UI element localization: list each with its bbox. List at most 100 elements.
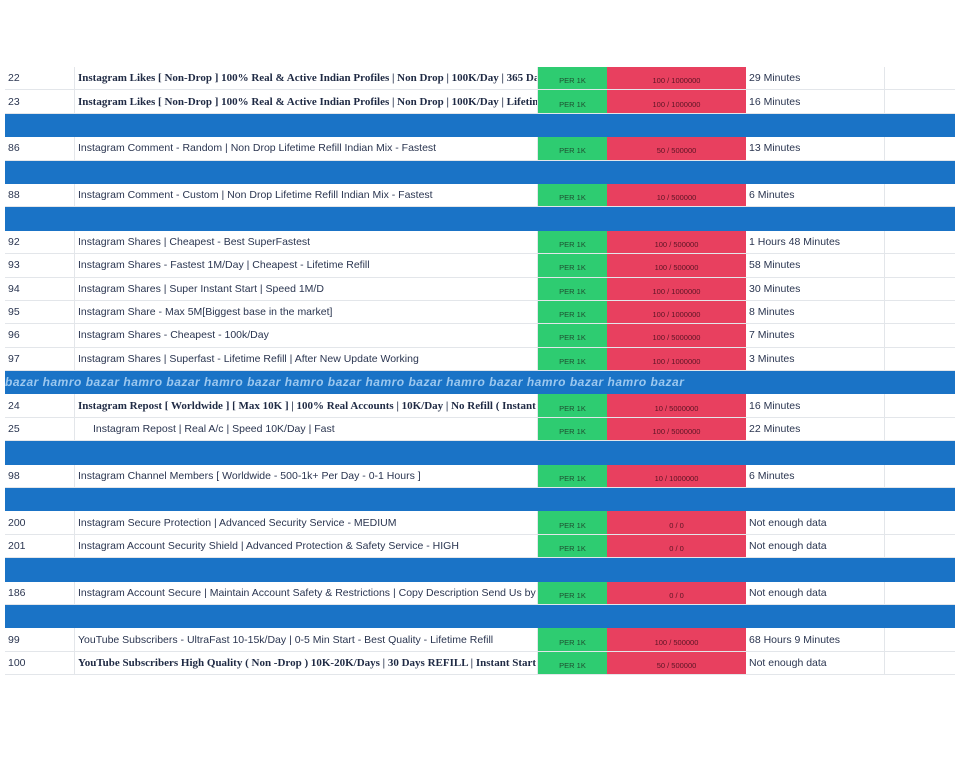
service-id: 86 [5,137,75,160]
service-id: 94 [5,277,75,300]
table-row[interactable]: 24 Instagram Repost [ Worldwide ] [ Max 1… [5,394,955,418]
service-name: Instagram Account Secure | Maintain Acco… [75,581,538,604]
min-max-quantity: 100 / 1000000 [607,67,746,90]
table-row[interactable]: 201 Instagram Account Security Shield | A… [5,534,955,559]
empty-cell [885,137,955,159]
average-time: 16 Minutes [746,394,885,417]
table-row[interactable]: 99 YouTube Subscribers - UltraFast 10-15k… [5,628,955,652]
average-time: 6 Minutes [746,464,885,488]
min-max-quantity: 100 / 1000000 [607,277,746,300]
table-row[interactable]: 25 Instagram Repost | Real A/c | Speed 10… [5,417,955,442]
service-id: 96 [5,324,75,347]
table-row[interactable]: 22 Instagram Likes [ Non-Drop ] 100% Real… [5,67,955,91]
table-row[interactable]: 200 Instagram Secure Protection | Advance… [5,511,955,535]
rate-per-1k: PER 1K [538,511,607,534]
service-name: Instagram Repost [ Worldwide ] [ Max 10K… [75,394,538,417]
empty-cell [885,231,955,253]
average-time: 29 Minutes [746,67,885,90]
empty-cell [885,324,955,346]
min-max-quantity: 50 / 500000 [607,137,746,160]
table-row[interactable]: 100 YouTube Subscribers High Quality ( No… [5,651,955,676]
rate-per-1k: PER 1K [538,90,607,113]
empty-cell [885,418,955,440]
min-max-quantity: 100 / 500000 [607,230,746,254]
average-time: Not enough data [746,534,885,558]
empty-cell [885,628,955,650]
section-divider [5,207,955,231]
service-id: 200 [5,511,75,534]
service-id: 25 [5,417,75,441]
table-row[interactable]: 95 Instagram Share - Max 5M[Biggest base … [5,300,955,325]
min-max-quantity: 50 / 500000 [607,651,746,675]
empty-cell [885,582,955,604]
empty-cell [885,301,955,323]
table-row[interactable]: 93 Instagram Shares - Fastest 1M/Day | Ch… [5,254,955,278]
table-row[interactable]: 23 Instagram Likes [ Non-Drop ] 100% Real… [5,90,955,114]
min-max-quantity: 100 / 5000000 [607,324,746,347]
service-name: Instagram Shares | Super Instant Start |… [75,277,538,300]
rate-per-1k: PER 1K [538,651,607,675]
service-id: 97 [5,347,75,371]
empty-cell [885,394,955,416]
min-max-quantity: 10 / 500000 [607,183,746,207]
service-id: 98 [5,464,75,488]
table-row[interactable]: 86 Instagram Comment - Random | Non Drop … [5,137,955,161]
table-row[interactable]: 97 Instagram Shares | Superfast - Lifetim… [5,347,955,372]
rate-per-1k: PER 1K [538,300,607,324]
min-max-quantity: 10 / 5000000 [607,394,746,417]
average-time: 58 Minutes [746,254,885,277]
average-time: 68 Hours 9 Minutes [746,628,885,651]
service-id: 23 [5,90,75,113]
min-max-quantity: 100 / 5000000 [607,417,746,441]
service-name: Instagram Shares | Superfast - Lifetime … [75,347,538,371]
rate-per-1k: PER 1K [538,394,607,417]
service-id: 93 [5,254,75,277]
rate-per-1k: PER 1K [538,534,607,558]
service-id: 99 [5,628,75,651]
section-divider [5,604,955,629]
table-row[interactable]: 88 Instagram Comment - Custom | Non Drop … [5,183,955,208]
rate-per-1k: PER 1K [538,581,607,604]
watermark: bazar hamro bazar hamro bazar hamro baza… [5,375,685,390]
average-time: Not enough data [746,651,885,675]
service-name: Instagram Likes [ Non-Drop ] 100% Real &… [75,90,538,113]
rate-per-1k: PER 1K [538,347,607,371]
service-name: Instagram Repost | Real A/c | Speed 10K/… [75,417,538,441]
min-max-quantity: 100 / 1000000 [607,300,746,324]
empty-cell [885,254,955,276]
empty-cell [885,535,955,557]
min-max-quantity: 100 / 1000000 [607,90,746,113]
empty-cell [885,465,955,487]
average-time: 30 Minutes [746,277,885,300]
average-time: 6 Minutes [746,183,885,207]
empty-cell [885,67,955,89]
service-name: Instagram Likes [ Non-Drop ] 100% Real &… [75,67,538,90]
empty-cell [885,511,955,533]
average-time: 7 Minutes [746,324,885,347]
service-name: Instagram Shares | Cheapest - Best Super… [75,230,538,254]
table-row[interactable]: 98 Instagram Channel Members [ Worldwide … [5,464,955,489]
table-row[interactable]: 186 Instagram Account Secure | Maintain A… [5,581,955,605]
rate-per-1k: PER 1K [538,417,607,441]
service-id: 95 [5,300,75,324]
services-table: 22 Instagram Likes [ Non-Drop ] 100% Real… [5,67,955,676]
min-max-quantity: 100 / 1000000 [607,347,746,371]
service-id: 22 [5,67,75,90]
table-row[interactable]: 92 Instagram Shares | Cheapest - Best Sup… [5,230,955,255]
min-max-quantity: 0 / 0 [607,534,746,558]
table-row[interactable]: 96 Instagram Shares - Cheapest - 100k/Day… [5,324,955,348]
service-name: Instagram Share - Max 5M[Biggest base in… [75,300,538,324]
table-row[interactable]: 94 Instagram Shares | Super Instant Start… [5,277,955,301]
section-divider [5,113,955,138]
average-time: 13 Minutes [746,137,885,160]
average-time: Not enough data [746,581,885,604]
average-time: Not enough data [746,511,885,534]
average-time: 8 Minutes [746,300,885,324]
service-id: 100 [5,651,75,675]
min-max-quantity: 100 / 500000 [607,628,746,651]
section-divider: bazar hamro bazar hamro bazar hamro baza… [5,371,955,395]
min-max-quantity: 10 / 1000000 [607,464,746,488]
average-time: 22 Minutes [746,417,885,441]
rate-per-1k: PER 1K [538,628,607,651]
service-name: YouTube Subscribers High Quality ( Non -… [75,651,538,675]
